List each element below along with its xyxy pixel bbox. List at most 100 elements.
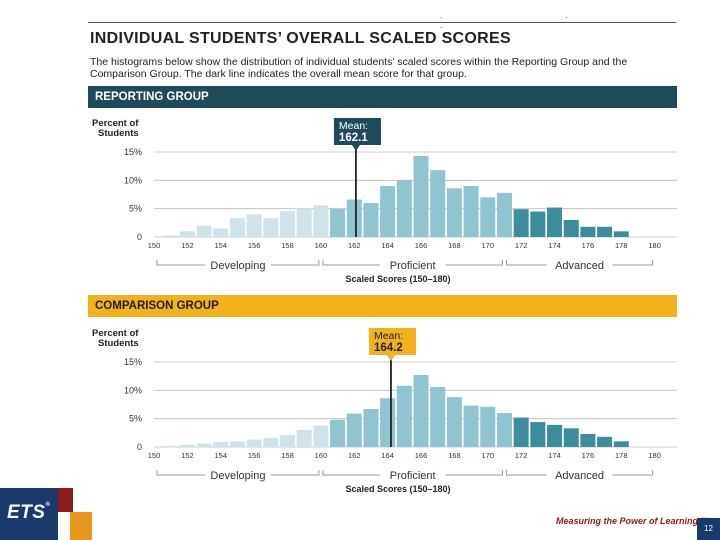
y-axis-label-line2: Students: [98, 338, 139, 349]
level-label: Developing: [210, 470, 265, 482]
level-label-bg: [204, 469, 271, 481]
level-label-bg: [546, 259, 613, 271]
histogram-bar: [346, 199, 362, 237]
y-tick-label: 10%: [124, 175, 142, 185]
histogram-bar: [279, 210, 296, 237]
x-tick-label: 170: [482, 451, 495, 460]
x-axis-label: Scaled Scores (150–180): [345, 484, 450, 494]
x-tick-label: 172: [515, 241, 528, 250]
histogram-bar: [363, 409, 379, 447]
x-tick-label: 166: [415, 241, 428, 250]
histogram-bar: [430, 386, 446, 447]
histogram-bar: [229, 441, 245, 447]
top-marks: . . .: [440, 10, 628, 30]
histogram-bar: [496, 192, 512, 237]
y-tick-label: 10%: [124, 385, 142, 395]
histogram-bar: [296, 430, 312, 447]
histogram-bar: [563, 428, 579, 447]
mean-value: 164.2: [374, 342, 403, 354]
histogram-bar: [380, 398, 396, 447]
histogram-bar: [513, 417, 529, 447]
histogram-bar: [547, 424, 563, 447]
histogram-bar: [246, 214, 262, 237]
x-tick-label: 160: [315, 451, 328, 460]
y-tick-label: 0: [137, 232, 142, 242]
x-tick-label: 180: [648, 241, 661, 250]
histogram-bar: [179, 231, 195, 237]
x-tick-label: 158: [281, 451, 294, 460]
mean-value: 162.1: [339, 132, 368, 144]
histogram-bar: [229, 218, 245, 237]
decor-orange-block: [70, 512, 92, 540]
histogram-bar: [563, 220, 579, 237]
histogram-bar: [446, 397, 462, 447]
histogram-bar: [263, 218, 279, 237]
page-number: 12: [697, 518, 720, 540]
level-label: Developing: [210, 260, 265, 272]
histogram-bar: [396, 385, 412, 447]
level-label: Advanced: [555, 260, 604, 272]
histogram-bar: [263, 437, 279, 447]
histogram-bar: [580, 226, 596, 237]
level-label: Proficient: [390, 470, 436, 482]
x-tick-label: 156: [248, 451, 261, 460]
histogram-bar: [430, 170, 446, 237]
x-tick-label: 152: [181, 241, 194, 250]
mean-callout-box: [333, 118, 381, 145]
x-tick-label: 158: [281, 241, 294, 250]
x-tick-label: 174: [548, 241, 561, 250]
histogram-bar: [463, 405, 479, 447]
histogram-bar: [446, 188, 462, 237]
level-label-bg: [546, 469, 613, 481]
intro-paragraph: The histograms below show the distributi…: [90, 56, 628, 80]
x-tick-label: 162: [348, 451, 361, 460]
x-tick-label: 174: [548, 451, 561, 460]
histogram-bar: [597, 436, 613, 447]
x-tick-label: 150: [148, 451, 161, 460]
y-tick-label: 15%: [124, 147, 142, 157]
histogram-bar: [346, 413, 362, 447]
mean-label: Mean:: [374, 330, 403, 342]
histogram-bar: [530, 211, 546, 237]
x-tick-label: 154: [214, 241, 227, 250]
y-axis-label-line1: Percent of: [92, 328, 139, 339]
y-tick-label: 5%: [129, 414, 142, 424]
level-label: Proficient: [390, 260, 436, 272]
ets-logo-box: [0, 488, 58, 540]
x-tick-label: 176: [582, 241, 595, 250]
x-tick-label: 156: [248, 241, 261, 250]
y-tick-label: 0: [137, 442, 142, 452]
ets-logo-mark: ®: [45, 502, 51, 508]
x-tick-label: 180: [648, 451, 661, 460]
mean-callout-pointer: [386, 355, 395, 361]
histogram-bar: [463, 186, 479, 237]
histogram-bar: [296, 208, 312, 237]
histogram-bar: [163, 445, 179, 447]
page-title: INDIVIDUAL STUDENTS’ OVERALL SCALED SCOR…: [90, 30, 511, 47]
comparison-group-header: COMPARISON GROUP: [88, 295, 677, 317]
level-label-bg: [204, 259, 271, 271]
level-label-bg: [379, 259, 446, 271]
histogram-bar: [413, 375, 429, 447]
histogram-bar: [396, 180, 412, 237]
x-tick-label: 154: [214, 451, 227, 460]
level-label-bg: [379, 469, 446, 481]
histogram-bar: [380, 186, 396, 237]
histogram-bar: [196, 225, 212, 237]
x-tick-label: 160: [315, 241, 328, 250]
histogram-bar: [330, 208, 346, 237]
histogram-bar: [213, 441, 229, 447]
y-axis-label-line2: Students: [98, 128, 139, 139]
x-tick-label: 164: [381, 241, 394, 250]
x-tick-label: 162: [348, 241, 361, 250]
x-tick-label: 178: [615, 241, 628, 250]
y-tick-label: 15%: [124, 357, 142, 367]
histogram-bar: [313, 205, 329, 237]
mean-label: Mean:: [339, 120, 368, 132]
histogram-bar: [496, 413, 512, 447]
histogram-bar: [513, 209, 529, 237]
x-tick-label: 172: [515, 451, 528, 460]
histogram-bar: [313, 425, 329, 447]
histogram-bar: [580, 433, 596, 447]
